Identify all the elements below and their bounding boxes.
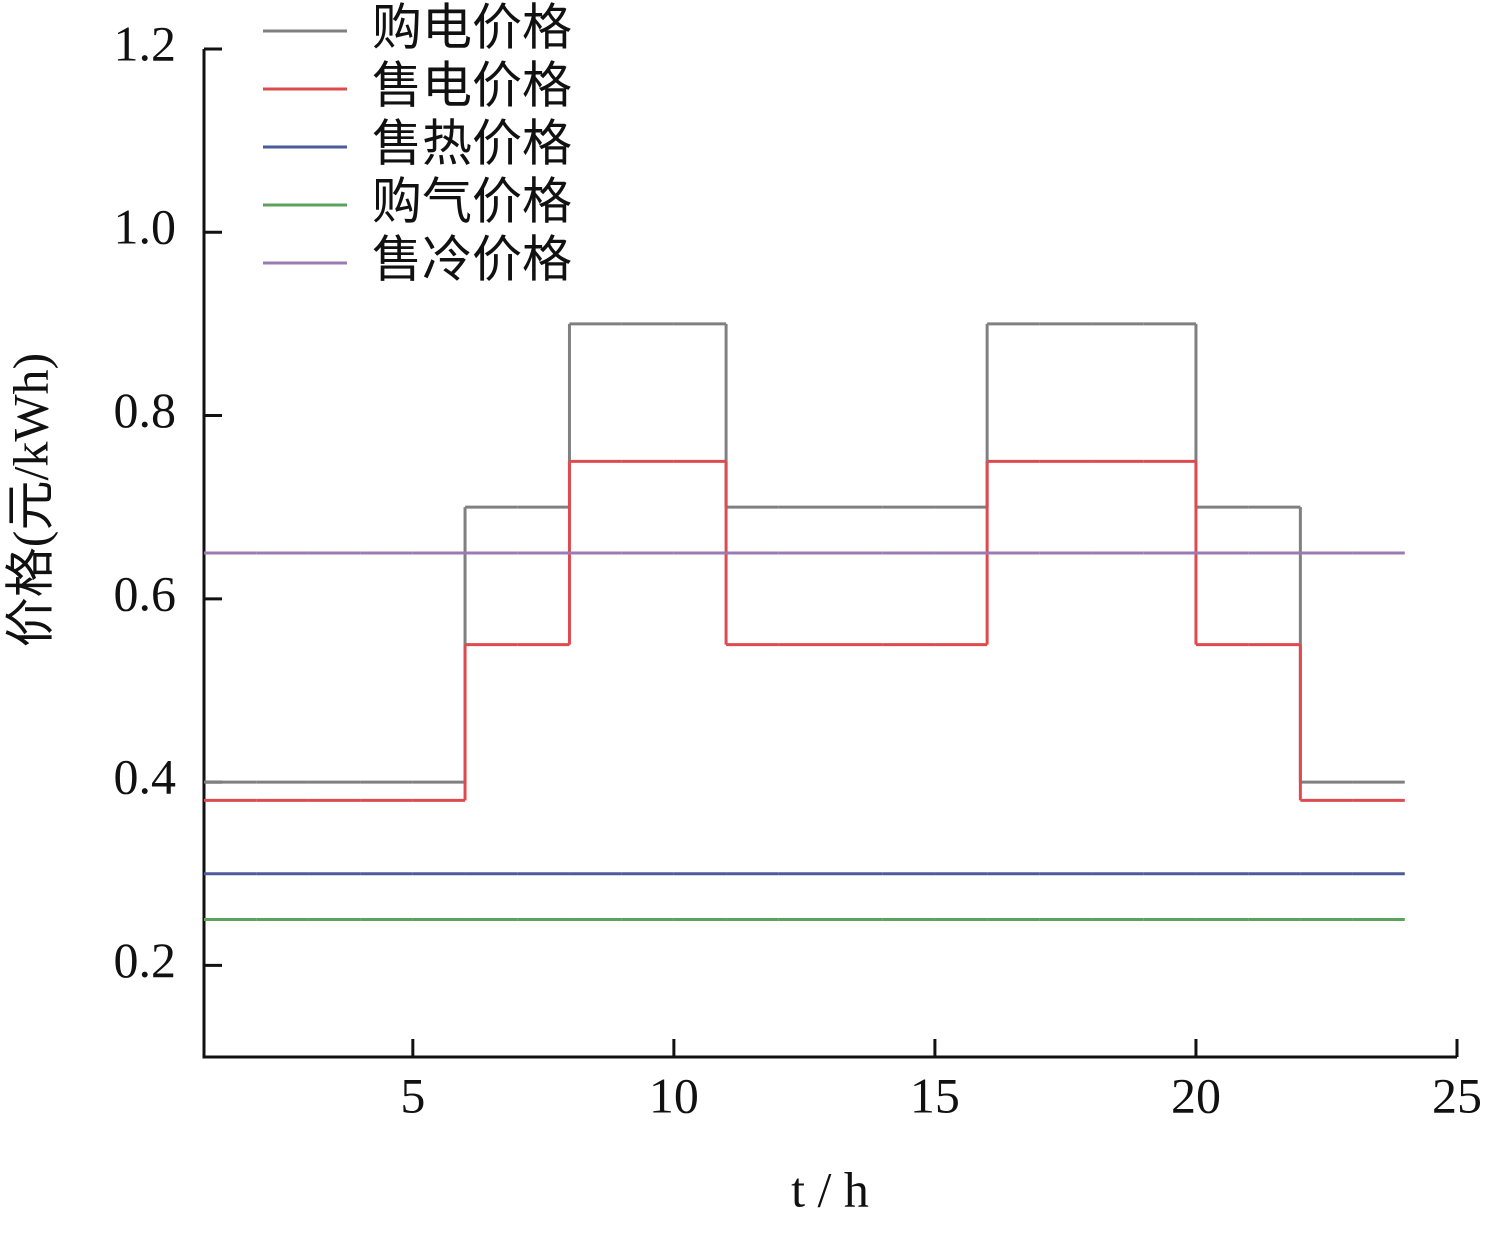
y-tick-label: 1.0 <box>114 199 177 255</box>
x-axis-label: t / h <box>791 1161 869 1217</box>
y-tick-label: 0.6 <box>114 565 177 621</box>
legend-label: 购气价格 <box>372 173 572 229</box>
x-tick-label: 25 <box>1432 1067 1482 1123</box>
y-tick-label: 0.4 <box>114 749 177 805</box>
x-tick-label: 20 <box>1171 1067 1221 1123</box>
y-axis-label: 价格(元/kWh) <box>2 353 58 647</box>
legend-label: 购电价格 <box>372 0 572 55</box>
legend-label: 售电价格 <box>372 57 572 113</box>
legend-label: 售热价格 <box>372 115 572 171</box>
y-tick-label: 0.2 <box>114 932 177 988</box>
y-tick-label: 0.8 <box>114 382 177 438</box>
x-tick-label: 15 <box>910 1067 960 1123</box>
y-tick-label: 1.2 <box>114 15 177 71</box>
legend-label: 售冷价格 <box>372 231 572 287</box>
x-tick-label: 5 <box>400 1067 425 1123</box>
x-tick-label: 10 <box>649 1067 699 1123</box>
